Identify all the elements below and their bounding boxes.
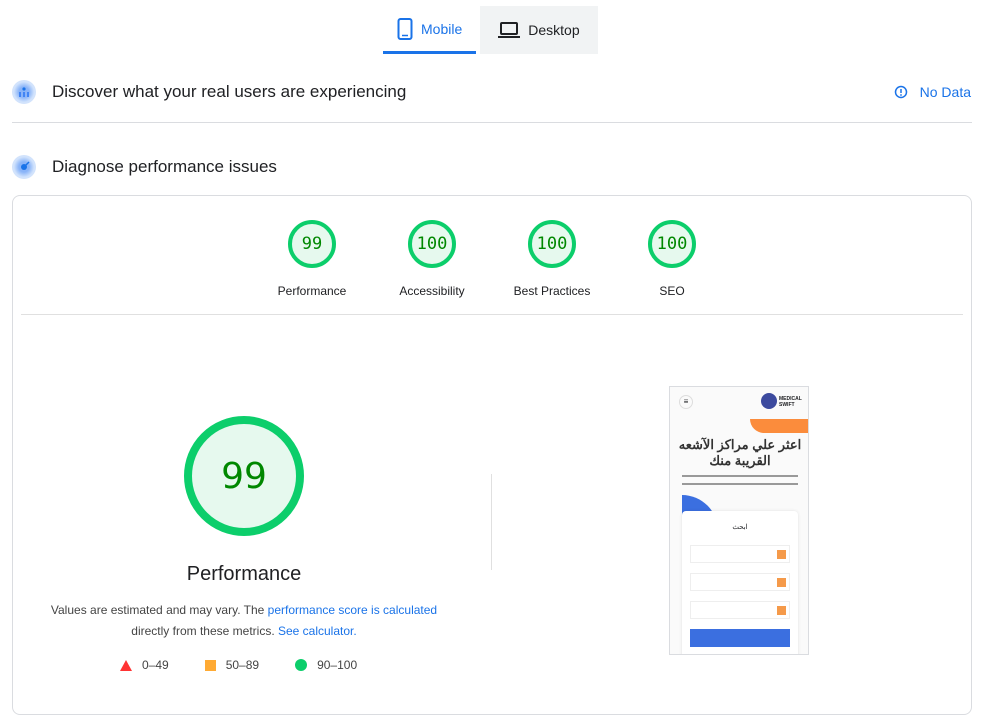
gauge-best-practices[interactable]: 100 Best Practices	[492, 220, 612, 298]
legend-range: 90–100	[317, 658, 358, 672]
divider	[491, 474, 492, 570]
square-icon	[204, 659, 216, 671]
gauge-label: Accessibility	[399, 284, 465, 298]
gauge-seo[interactable]: 100 SEO	[612, 220, 732, 298]
tab-label: Mobile	[421, 20, 463, 37]
divider	[12, 122, 972, 123]
score-legend: 0–49 50–89 90–100	[120, 658, 357, 672]
lab-data-header: Diagnose performance issues	[12, 155, 277, 179]
gauge-accessibility[interactable]: 100 Accessibility	[372, 220, 492, 298]
hero-text	[682, 475, 798, 477]
gauge-label: Performance	[277, 284, 347, 298]
score-ring: 100	[528, 220, 576, 268]
no-data-status[interactable]: No Data	[894, 84, 971, 100]
note-text: Values are estimated and may vary. The	[50, 603, 268, 617]
menu-icon: ≡	[679, 395, 693, 409]
hero-heading: اعثر علي مراكز الآشعه القريبة منك	[678, 437, 802, 468]
legend-fail: 0–49	[120, 658, 169, 672]
users-chart-icon	[12, 80, 36, 104]
legend-pass: 90–100	[295, 658, 357, 672]
page-screenshot: ≡ MEDICAL SWIFT اعثر علي مراكز الآشعه ال…	[669, 386, 809, 655]
tab-label: Desktop	[528, 22, 580, 38]
info-icon	[894, 85, 907, 99]
triangle-icon	[120, 659, 132, 671]
gauge-performance[interactable]: 99 Performance	[252, 220, 372, 298]
diagnose-icon	[12, 155, 36, 179]
logo-icon	[761, 393, 777, 409]
form-field	[690, 545, 790, 563]
see-calculator-link[interactable]: See calculator.	[277, 624, 357, 638]
gauge-label: Best Practices	[513, 284, 591, 298]
form-field	[690, 601, 790, 619]
circle-icon	[295, 659, 308, 671]
form-field	[690, 573, 790, 591]
form-title: ابحث	[732, 524, 748, 531]
legend-range: 50–89	[225, 658, 260, 672]
device-tabs: Mobile Desktop	[383, 6, 598, 54]
status-text: No Data	[919, 84, 971, 100]
divider	[21, 314, 963, 315]
laptop-icon	[498, 22, 521, 38]
score-calculated-link[interactable]: performance score is calculated	[267, 603, 438, 617]
section-title: Diagnose performance issues	[52, 157, 277, 176]
note-text: directly from these metrics.	[131, 624, 278, 638]
performance-score-gauge: 99	[184, 416, 304, 536]
tab-desktop[interactable]: Desktop	[480, 6, 598, 54]
decor	[750, 419, 808, 433]
smartphone-icon	[397, 17, 413, 40]
tab-mobile[interactable]: Mobile	[383, 6, 477, 54]
score-ring: 100	[408, 220, 456, 268]
search-form: ابحث	[682, 511, 798, 654]
form-button	[690, 629, 790, 647]
legend-range: 0–49	[142, 658, 169, 672]
logo-text: MEDICAL SWIFT	[779, 396, 802, 408]
legend-average: 50–89	[204, 658, 260, 672]
gauge-label: SEO	[659, 284, 685, 298]
score-ring: 99	[288, 220, 336, 268]
performance-title: Performance	[186, 563, 302, 585]
score-note: Values are estimated and may vary. The p…	[44, 600, 444, 642]
field-data-header: Discover what your real users are experi…	[12, 80, 406, 104]
score-ring: 100	[648, 220, 696, 268]
section-title: Discover what your real users are experi…	[52, 82, 407, 101]
